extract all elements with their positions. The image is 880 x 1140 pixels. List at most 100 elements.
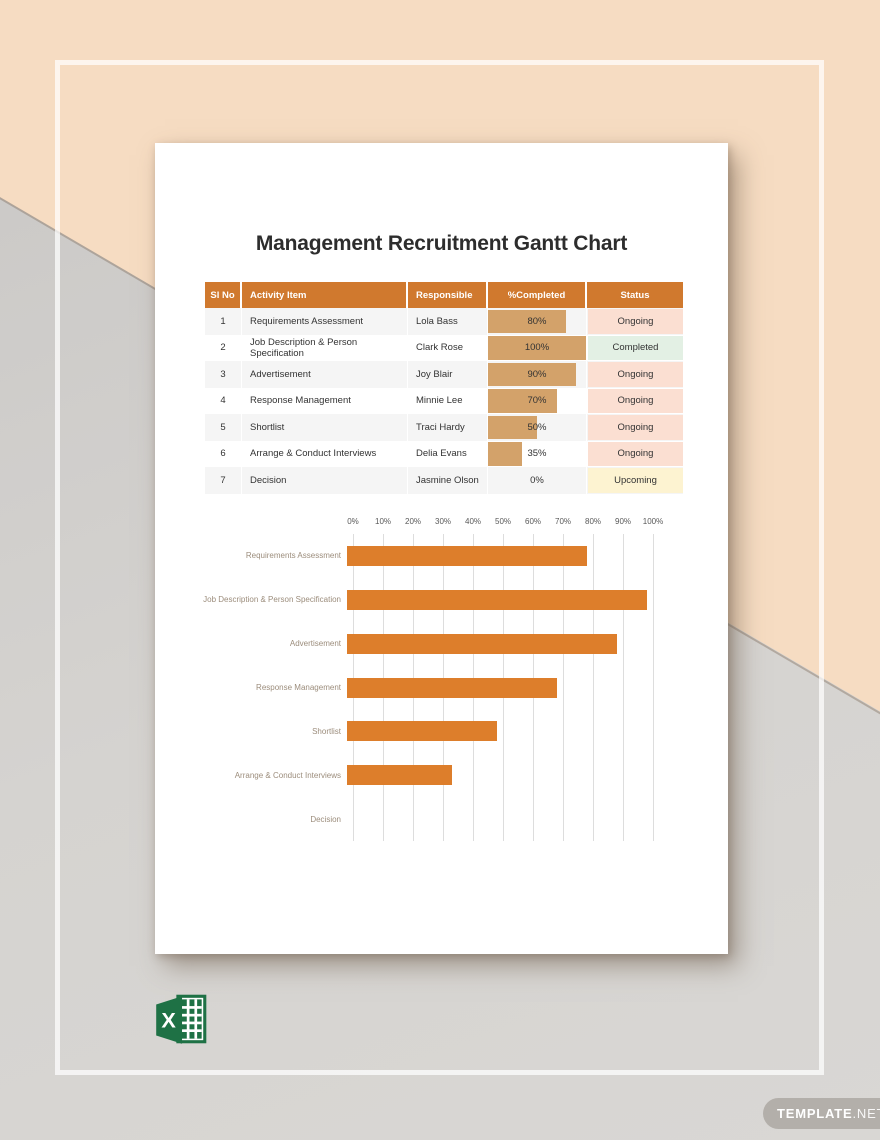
- chart-tick-label: 80%: [584, 517, 602, 526]
- chart-row: Response Management: [155, 666, 653, 710]
- cell-pct-completed: 0%: [488, 467, 587, 494]
- status-badge: Upcoming: [588, 468, 683, 493]
- table-body: 1 Requirements Assessment Lola Bass 80% …: [205, 308, 683, 494]
- status-badge: Ongoing: [588, 309, 683, 334]
- cell-pct-completed: 35%: [488, 440, 587, 467]
- gantt-table: Sl No Activity Item Responsible %Complet…: [205, 282, 683, 494]
- cell-sl-no: 2: [205, 334, 242, 361]
- chart-bar: [347, 765, 452, 786]
- header-status: Status: [620, 289, 650, 301]
- chart-row: Decision: [155, 797, 653, 841]
- chart-bar: [347, 677, 557, 698]
- excel-file-icon: X: [150, 988, 212, 1050]
- cell-activity: Advertisement: [242, 361, 408, 388]
- pct-bar: [488, 362, 577, 386]
- status-badge: Ongoing: [588, 441, 683, 466]
- table-row: 4 Response Management Minnie Lee 70% Ong…: [205, 387, 683, 414]
- chart-bar: [347, 545, 587, 566]
- status-badge: Completed: [588, 335, 683, 360]
- table-header-row: Sl No Activity Item Responsible %Complet…: [205, 282, 683, 308]
- chart-tick-label: 10%: [374, 517, 392, 526]
- cell-status: Ongoing: [587, 361, 683, 388]
- pct-bar: [488, 442, 523, 466]
- chart-row: Advertisement: [155, 622, 653, 666]
- chart-tick-label: 30%: [434, 517, 452, 526]
- chart-category-label: Requirements Assessment: [245, 551, 341, 561]
- chart-bar-track: [347, 589, 647, 610]
- cell-activity: Response Management: [242, 387, 408, 414]
- chart-category-label: Decision: [310, 814, 341, 824]
- table-row: 2 Job Description & Person Specification…: [205, 334, 683, 362]
- watermark-tld: .NET: [852, 1106, 880, 1121]
- pct-label: 70%: [527, 395, 547, 407]
- pct-label: 35%: [527, 448, 547, 460]
- pct-label: 90%: [527, 368, 547, 380]
- decorative-frame: [55, 60, 824, 1075]
- cell-responsible: Minnie Lee: [408, 387, 488, 414]
- chart-category-label: Job Description & Person Specification: [203, 595, 341, 605]
- watermark-badge: TEMPLATE .NET: [763, 1098, 880, 1129]
- pct-label: 0%: [530, 474, 544, 486]
- cell-activity: Shortlist: [242, 414, 408, 441]
- chart-tick-label: 60%: [524, 517, 542, 526]
- cell-sl-no: 7: [205, 467, 242, 494]
- chart-tick-label: 50%: [494, 517, 512, 526]
- cell-responsible: Traci Hardy: [408, 414, 488, 441]
- cell-activity: Decision: [242, 467, 408, 494]
- pct-bar: [488, 336, 586, 360]
- chart-tick-label: 90%: [614, 517, 632, 526]
- cell-sl-no: 4: [205, 387, 242, 414]
- svg-text:X: X: [161, 1007, 176, 1032]
- cell-responsible: Lola Bass: [408, 308, 488, 335]
- cell-pct-completed: 50%: [488, 414, 587, 441]
- chart-bar-track: [347, 545, 647, 566]
- chart-row: Shortlist: [155, 709, 653, 753]
- chart-bar-track: [347, 765, 647, 786]
- cell-responsible: Clark Rose: [408, 334, 488, 361]
- cell-pct-completed: 80%: [488, 308, 587, 335]
- cell-activity: Requirements Assessment: [242, 308, 408, 335]
- chart-bar: [347, 721, 497, 742]
- chart-bar-track: [347, 633, 647, 654]
- status-badge: Ongoing: [588, 388, 683, 413]
- chart-bar-track: [347, 809, 647, 829]
- header-responsible: Responsible: [408, 282, 488, 308]
- chart-bar-track: [347, 677, 647, 698]
- chart-tick-label: 40%: [464, 517, 482, 526]
- chart-bar: [347, 633, 617, 654]
- header-sl-no: Sl No: [205, 282, 242, 308]
- cell-sl-no: 1: [205, 308, 242, 335]
- cell-sl-no: 6: [205, 440, 242, 467]
- chart-row: Job Description & Person Specification: [155, 578, 653, 622]
- cell-responsible: Jasmine Olson: [408, 467, 488, 494]
- table-row: 1 Requirements Assessment Lola Bass 80% …: [205, 308, 683, 335]
- cell-sl-no: 3: [205, 361, 242, 388]
- table-row: 7 Decision Jasmine Olson 0% Upcoming: [205, 467, 683, 494]
- pct-label: 100%: [524, 342, 550, 354]
- cell-sl-no: 5: [205, 414, 242, 441]
- cell-status: Ongoing: [587, 308, 683, 335]
- cell-activity: Arrange & Conduct Interviews: [242, 440, 408, 467]
- pct-label: 50%: [527, 421, 547, 433]
- cell-status: Completed: [587, 335, 683, 362]
- cell-pct-completed: 90%: [488, 361, 587, 388]
- cell-status: Ongoing: [587, 441, 683, 468]
- watermark-brand: TEMPLATE: [777, 1106, 853, 1121]
- cell-pct-completed: 100%: [488, 334, 587, 361]
- chart-row: Arrange & Conduct Interviews: [155, 753, 653, 797]
- chart-bar: [347, 589, 647, 610]
- cell-responsible: Joy Blair: [408, 361, 488, 388]
- table-row: 3 Advertisement Joy Blair 90% Ongoing: [205, 361, 683, 388]
- chart-tick-label: 20%: [404, 517, 422, 526]
- cell-activity: Job Description & Person Specification: [242, 334, 408, 361]
- document-page: Management Recruitment Gantt Chart Sl No…: [155, 143, 728, 954]
- chart-category-label: Advertisement: [289, 639, 341, 649]
- chart-row: Requirements Assessment: [155, 534, 653, 578]
- cell-status: Upcoming: [587, 467, 683, 494]
- gantt-chart: Requirements Assessment Job Description &…: [155, 534, 653, 841]
- cell-status: Ongoing: [587, 414, 683, 441]
- table-row: 5 Shortlist Traci Hardy 50% Ongoing: [205, 414, 683, 441]
- pct-bar: [488, 415, 537, 439]
- status-badge: Ongoing: [588, 415, 683, 440]
